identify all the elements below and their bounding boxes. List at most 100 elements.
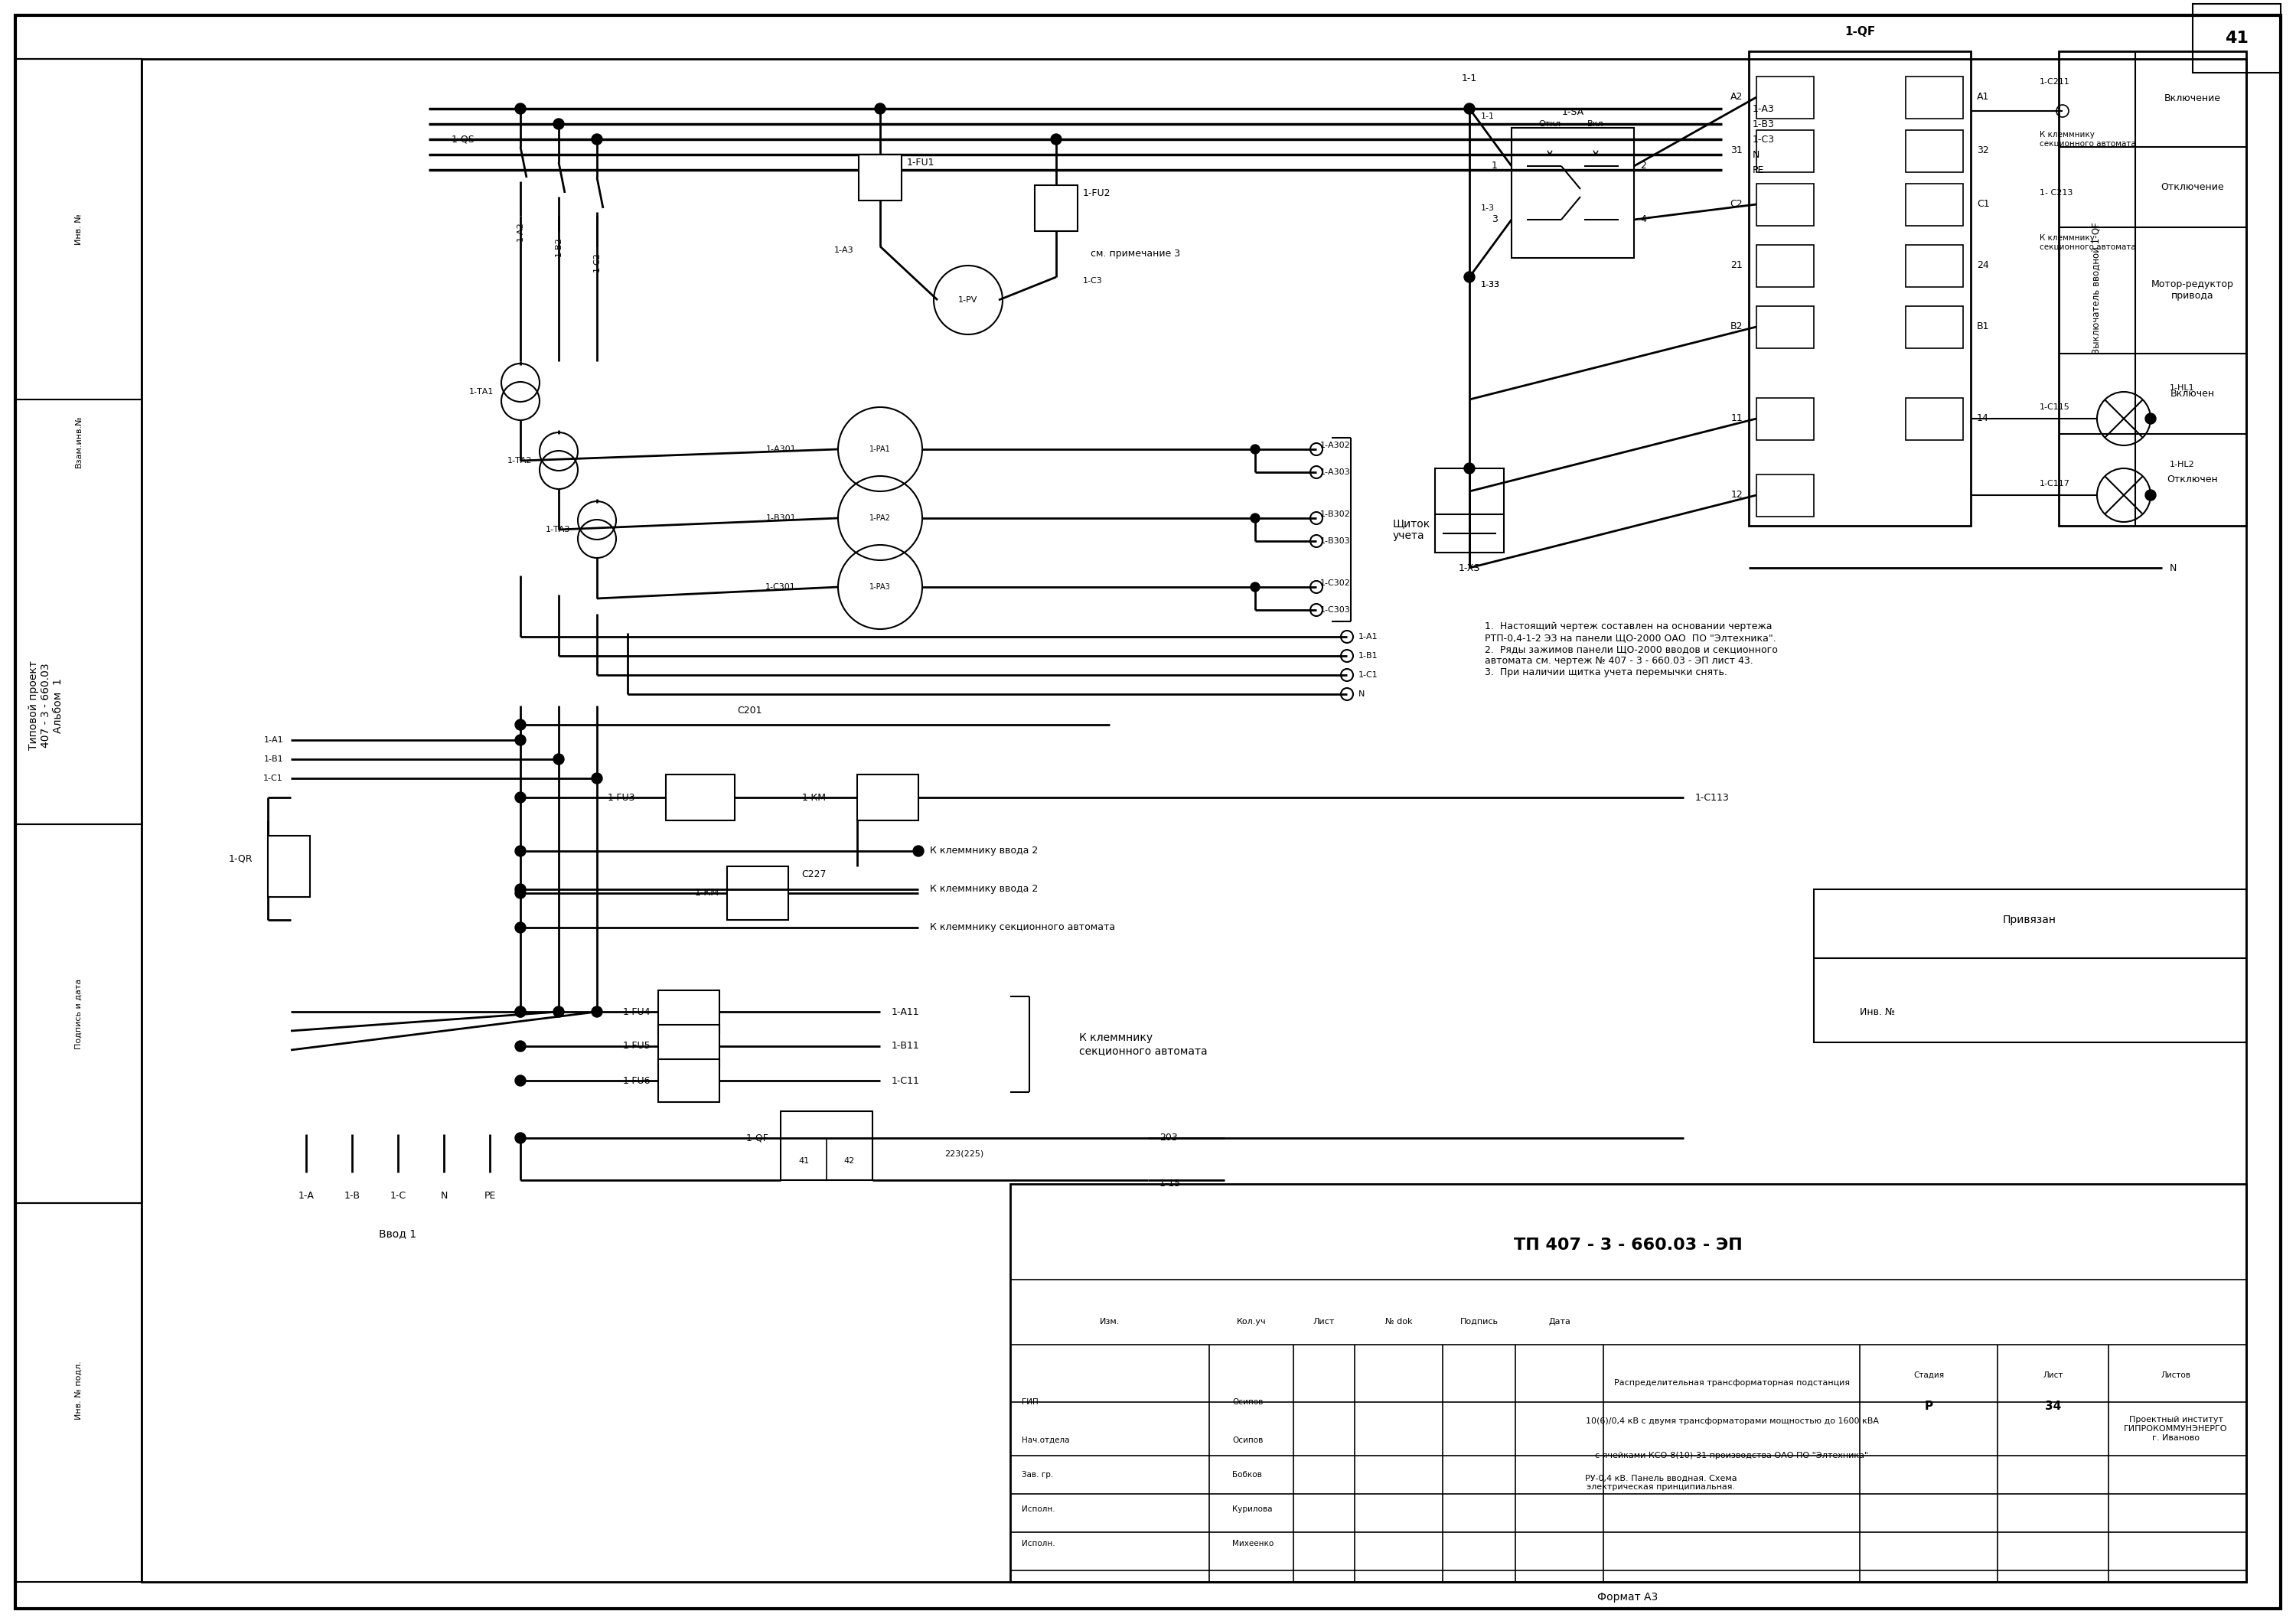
Circle shape bbox=[592, 773, 602, 784]
Text: 4: 4 bbox=[1639, 214, 1646, 224]
Text: 1-В1: 1-В1 bbox=[1359, 653, 1378, 659]
Text: Инв. №: Инв. № bbox=[76, 214, 83, 245]
Text: ТП 407 - 3 - 660.03 - ЭП: ТП 407 - 3 - 660.03 - ЭП bbox=[1513, 1237, 1743, 1252]
Text: 1-FU5: 1-FU5 bbox=[622, 1041, 650, 1051]
Text: 1-В2: 1-В2 bbox=[556, 237, 563, 257]
Text: № dok: № dok bbox=[1384, 1317, 1412, 1325]
Circle shape bbox=[1251, 583, 1261, 591]
Text: Включен: Включен bbox=[2170, 388, 2216, 398]
Bar bbox=[1756, 76, 1814, 119]
Bar bbox=[1756, 307, 1814, 348]
Circle shape bbox=[1465, 463, 1474, 474]
Circle shape bbox=[514, 883, 526, 895]
Text: 1-HL2: 1-HL2 bbox=[2170, 461, 2195, 468]
Circle shape bbox=[514, 1041, 526, 1052]
Circle shape bbox=[514, 922, 526, 932]
Text: 1-А3: 1-А3 bbox=[833, 247, 854, 253]
Bar bbox=[1756, 130, 1814, 172]
Text: Осипов: Осипов bbox=[1233, 1398, 1263, 1406]
Text: К клеммнику ввода 2: К клеммнику ввода 2 bbox=[930, 846, 1038, 856]
Bar bbox=[666, 775, 735, 820]
Text: 1-А3: 1-А3 bbox=[1752, 104, 1775, 114]
Text: 1-33: 1-33 bbox=[1481, 281, 1499, 289]
Bar bbox=[728, 866, 788, 919]
Circle shape bbox=[514, 1007, 526, 1017]
Text: Михеенко: Михеенко bbox=[1233, 1540, 1274, 1548]
Circle shape bbox=[514, 888, 526, 898]
Bar bbox=[2193, 3, 2280, 73]
Text: 1-С1: 1-С1 bbox=[264, 775, 282, 783]
Text: 1-QS: 1-QS bbox=[450, 135, 475, 145]
Text: 1-КМ: 1-КМ bbox=[801, 793, 827, 802]
Bar bbox=[659, 1059, 719, 1103]
Text: B1: B1 bbox=[1977, 322, 1988, 331]
Bar bbox=[1906, 245, 1963, 287]
Circle shape bbox=[1052, 133, 1061, 145]
Circle shape bbox=[553, 119, 565, 130]
Text: К клеммнику
секционного автомата: К клеммнику секционного автомата bbox=[2039, 132, 2135, 148]
Text: 1-КМ: 1-КМ bbox=[696, 888, 719, 898]
Bar bbox=[1756, 184, 1814, 226]
Text: Привязан: Привязан bbox=[2002, 914, 2057, 926]
Text: A1: A1 bbox=[1977, 93, 1988, 102]
Text: 1-А302: 1-А302 bbox=[1320, 442, 1350, 450]
Circle shape bbox=[592, 133, 602, 145]
Text: Р: Р bbox=[1924, 1400, 1933, 1411]
Text: ГИП: ГИП bbox=[1022, 1398, 1038, 1406]
Text: 1-ТА2: 1-ТА2 bbox=[507, 456, 533, 464]
Text: 1-В301: 1-В301 bbox=[765, 515, 797, 521]
Bar bbox=[1756, 474, 1814, 516]
Text: 1-FU4: 1-FU4 bbox=[622, 1007, 650, 1017]
Text: 10(6)/0,4 кВ с двумя трансформаторами мощностью до 1600 кВА: 10(6)/0,4 кВ с двумя трансформаторами мо… bbox=[1584, 1418, 1878, 1424]
Bar bbox=[1906, 184, 1963, 226]
Text: Листов: Листов bbox=[2161, 1371, 2190, 1379]
Text: Нач.отдела: Нач.отдела bbox=[1022, 1437, 1070, 1444]
Text: 1-FU6: 1-FU6 bbox=[622, 1075, 650, 1085]
Text: 1-1: 1-1 bbox=[1463, 73, 1476, 83]
Text: Типовой проект
407 - 3 - 660.03
Альбом  1: Типовой проект 407 - 3 - 660.03 Альбом 1 bbox=[28, 661, 64, 750]
Text: 1-PA3: 1-PA3 bbox=[870, 583, 891, 591]
Text: Проектный институт
ГИПРОКОММУНЭНЕРГО
г. Иваново: Проектный институт ГИПРОКОММУНЭНЕРГО г. … bbox=[2124, 1416, 2227, 1442]
Text: Исполн.: Исполн. bbox=[1022, 1540, 1056, 1548]
Text: 1-PA1: 1-PA1 bbox=[870, 445, 891, 453]
Circle shape bbox=[514, 1132, 526, 1143]
Text: 41: 41 bbox=[2225, 31, 2248, 45]
Text: 31: 31 bbox=[1731, 146, 1743, 156]
Text: Формат А3: Формат А3 bbox=[1598, 1592, 1658, 1603]
Circle shape bbox=[553, 754, 565, 765]
Text: 1-C211: 1-C211 bbox=[2039, 78, 2071, 86]
Bar bbox=[269, 836, 310, 896]
Bar bbox=[1906, 76, 1963, 119]
Text: Подпись: Подпись bbox=[1460, 1317, 1499, 1325]
Text: 1-А2: 1-А2 bbox=[517, 221, 523, 240]
Text: 1-HL1: 1-HL1 bbox=[2170, 385, 2195, 391]
Circle shape bbox=[2144, 412, 2156, 424]
Text: Отключен: Отключен bbox=[2167, 474, 2218, 486]
Text: 1-С2: 1-С2 bbox=[592, 252, 602, 271]
Text: Подпись и дата: Подпись и дата bbox=[76, 979, 83, 1049]
Text: Выключатель вводной 1-QF: Выключатель вводной 1-QF bbox=[2092, 222, 2103, 354]
Text: 1-C115: 1-C115 bbox=[2039, 403, 2071, 411]
Text: 1-15: 1-15 bbox=[1159, 1179, 1180, 1189]
Text: 1-В302: 1-В302 bbox=[1320, 510, 1350, 518]
Text: см. примечание 3: см. примечание 3 bbox=[1091, 248, 1180, 260]
Bar bbox=[1814, 890, 2245, 1043]
Text: 1-PA2: 1-PA2 bbox=[870, 515, 891, 521]
Bar bbox=[1750, 52, 1970, 526]
Text: 1-SA: 1-SA bbox=[1561, 107, 1584, 117]
Circle shape bbox=[1251, 445, 1261, 453]
Text: PE: PE bbox=[1752, 166, 1763, 175]
Text: 1-QR: 1-QR bbox=[227, 854, 253, 864]
Text: Бобков: Бобков bbox=[1233, 1471, 1263, 1478]
Text: N: N bbox=[2170, 564, 2177, 573]
Text: 1-1: 1-1 bbox=[1481, 112, 1495, 120]
Bar bbox=[859, 154, 902, 200]
Bar bbox=[1511, 128, 1635, 258]
Text: Лист: Лист bbox=[1313, 1317, 1334, 1325]
Text: Распределительная трансформаторная подстанция: Распределительная трансформаторная подст… bbox=[1614, 1379, 1851, 1387]
Text: 1: 1 bbox=[1492, 161, 1497, 171]
Circle shape bbox=[914, 846, 923, 856]
Text: 32: 32 bbox=[1977, 146, 1988, 156]
Bar bbox=[1010, 1184, 2245, 1582]
Text: 1-FU3: 1-FU3 bbox=[606, 793, 636, 802]
